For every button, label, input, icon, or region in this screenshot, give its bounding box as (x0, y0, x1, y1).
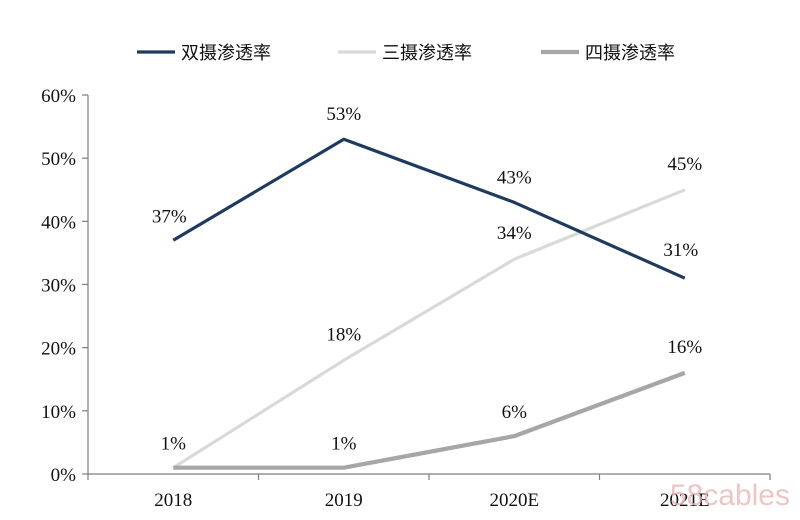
legend-label: 四摄渗透率 (585, 43, 675, 64)
x-tick-label: 2020E (489, 490, 539, 511)
series-line-3 (173, 370, 686, 470)
data-label: 34% (497, 223, 532, 244)
x-tick-label: 2021E (660, 490, 710, 511)
data-label: 16% (667, 337, 702, 358)
legend-label: 三摄渗透率 (382, 43, 472, 64)
data-label: 37% (152, 206, 187, 227)
x-tick-label: 2018 (154, 490, 192, 511)
y-tick-label: 10% (41, 402, 76, 423)
legend: 双摄渗透率 三摄渗透率 四摄渗透率 (137, 43, 675, 64)
series-layer (172, 137, 686, 470)
y-tick-label: 40% (41, 212, 76, 233)
data-label: 1% (331, 434, 357, 455)
data-label: 53% (326, 104, 361, 125)
series-line-1 (172, 137, 686, 280)
y-tick-label: 30% (41, 276, 76, 297)
y-tick-label: 60% (41, 86, 76, 107)
data-label: 45% (667, 154, 702, 175)
y-tick-label: 50% (41, 149, 76, 170)
data-label: 43% (497, 167, 532, 188)
data-labels: 37% 53% 43% 31% 18% 34% 45% 1% 1% 6% 16% (152, 104, 703, 454)
data-label: 1% (161, 434, 187, 455)
series-line-2 (172, 188, 686, 470)
data-label: 18% (326, 324, 361, 345)
x-tick-label: 2019 (325, 490, 363, 511)
y-tick-label: 0% (51, 465, 77, 486)
data-label: 31% (663, 240, 698, 261)
axes: 0% 10% 20% 30% 40% 50% 60% 2018 2019 2020E 2021E (41, 86, 771, 511)
watermark-text: 58cables (670, 479, 790, 512)
y-tick-label: 20% (41, 339, 76, 360)
data-label: 6% (502, 402, 528, 423)
legend-label: 双摄渗透率 (181, 43, 271, 64)
